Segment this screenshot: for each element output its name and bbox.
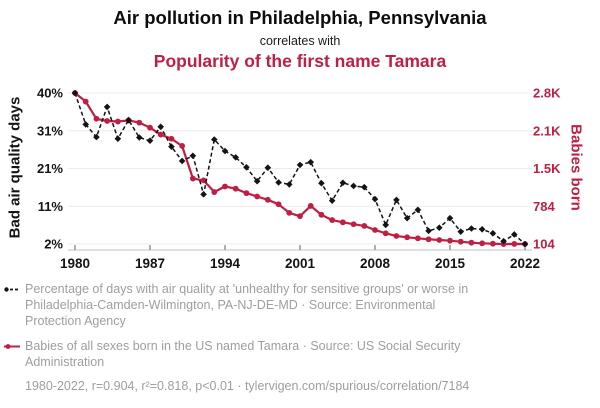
page-subtitle: Popularity of the first name Tamara (153, 51, 447, 71)
right-axis-tick-labels: 2.8K 2.1K 1.5K 784 104 (533, 86, 561, 252)
svg-text:784: 784 (533, 199, 555, 214)
svg-text:2008: 2008 (360, 256, 391, 271)
correlates-with-label: correlates with (259, 34, 341, 48)
svg-text:31%: 31% (37, 123, 63, 138)
svg-text:2022: 2022 (510, 256, 540, 271)
svg-text:21%: 21% (37, 161, 63, 176)
gridlines (68, 92, 532, 245)
svg-text:2%: 2% (44, 237, 63, 252)
legend-item-tamara: Babies of all sexes born in the US named… (4, 338, 594, 370)
svg-text:2.8K: 2.8K (533, 86, 561, 101)
svg-text:2.1K: 2.1K (533, 123, 561, 138)
svg-text:1987: 1987 (135, 256, 165, 271)
tamara-series (72, 90, 528, 248)
legend-item-air-quality: Percentage of days with air quality at '… (4, 281, 594, 329)
black-dashed-line-marker-icon (4, 287, 20, 292)
svg-text:2001: 2001 (285, 256, 316, 271)
svg-text:1994: 1994 (210, 256, 241, 271)
legend-text-air-quality: Percentage of days with air quality at '… (25, 282, 469, 328)
svg-text:2015: 2015 (435, 256, 466, 271)
left-axis-tick-labels: 40% 31% 21% 11% 2% (37, 86, 63, 252)
x-axis: 1980 1987 1994 2001 2008 2015 2022 (60, 245, 540, 271)
page-title: Air pollution in Philadelphia, Pennsylva… (113, 7, 487, 28)
legend: Percentage of days with air quality at '… (4, 281, 594, 393)
svg-text:1.5K: 1.5K (533, 161, 561, 176)
svg-text:11%: 11% (38, 199, 64, 214)
red-solid-line-marker-icon (4, 344, 20, 349)
legend-text-tamara: Babies of all sexes born in the US named… (25, 339, 461, 369)
svg-text:1980: 1980 (60, 256, 90, 271)
stats-citation: 1980-2022, r=0.904, r²=0.818, p<0.01 · t… (25, 379, 470, 393)
svg-text:104: 104 (533, 237, 555, 252)
air-quality-series (71, 89, 529, 248)
svg-text:40%: 40% (37, 86, 63, 101)
